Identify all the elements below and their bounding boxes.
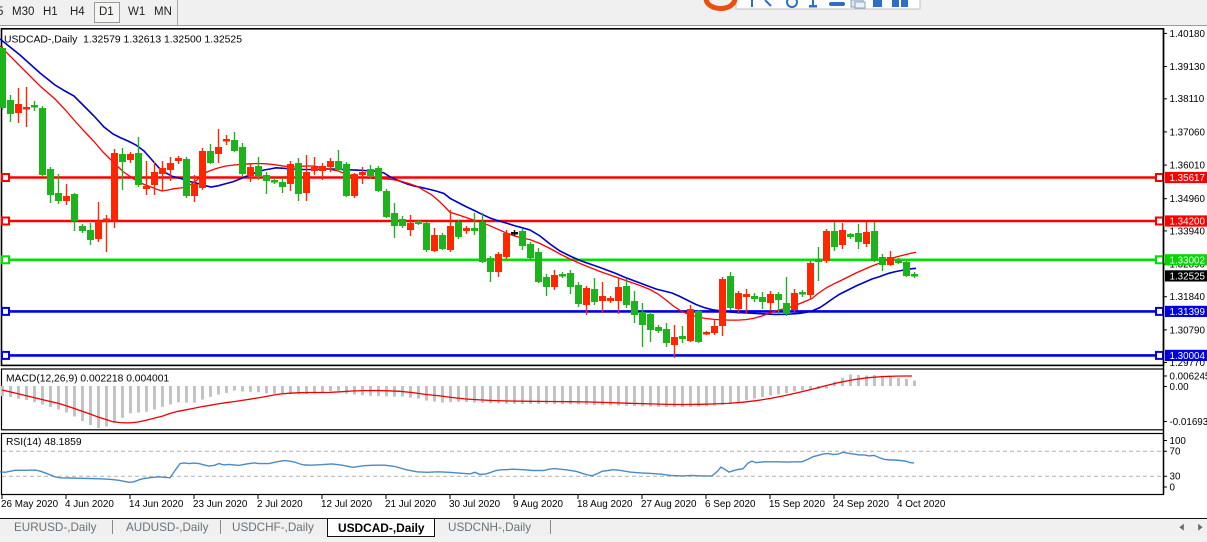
svg-text:9 Aug 2020: 9 Aug 2020 bbox=[513, 499, 563, 510]
svg-text:12 Jul 2020: 12 Jul 2020 bbox=[321, 499, 373, 510]
svg-text:100: 100 bbox=[1170, 436, 1187, 447]
svg-text:21 Jul 2020: 21 Jul 2020 bbox=[385, 499, 437, 510]
svg-text:RSI(14) 48.1859: RSI(14) 48.1859 bbox=[6, 437, 82, 448]
svg-text:27 Aug 2020: 27 Aug 2020 bbox=[641, 499, 697, 510]
svg-text:-0.016933: -0.016933 bbox=[1170, 417, 1207, 428]
svg-text:1.36010: 1.36010 bbox=[1170, 161, 1206, 172]
svg-text:30 Jul 2020: 30 Jul 2020 bbox=[449, 499, 501, 510]
svg-text:18 Aug 2020: 18 Aug 2020 bbox=[577, 499, 633, 510]
svg-text:4 Oct 2020: 4 Oct 2020 bbox=[897, 499, 946, 510]
svg-text:1.33002: 1.33002 bbox=[1170, 255, 1205, 266]
svg-text:1.34960: 1.34960 bbox=[1170, 194, 1206, 205]
svg-text:USDCAD-,Daily 1.32579 1.32613: USDCAD-,Daily 1.32579 1.32613 1.32500 1.… bbox=[4, 35, 242, 46]
svg-text:1.37060: 1.37060 bbox=[1170, 127, 1206, 138]
svg-text:1.30004: 1.30004 bbox=[1170, 351, 1206, 362]
svg-text:2 Jul 2020: 2 Jul 2020 bbox=[257, 499, 303, 510]
svg-text:1.31399: 1.31399 bbox=[1170, 307, 1205, 318]
svg-text:1.39130: 1.39130 bbox=[1170, 62, 1206, 73]
svg-text:0.00: 0.00 bbox=[1170, 382, 1190, 393]
svg-text:0.006245: 0.006245 bbox=[1170, 371, 1207, 382]
svg-text:6 Sep 2020: 6 Sep 2020 bbox=[705, 499, 756, 510]
svg-text:15 Sep 2020: 15 Sep 2020 bbox=[769, 499, 826, 510]
svg-text:70: 70 bbox=[1170, 447, 1181, 458]
svg-text:24 Sep 2020: 24 Sep 2020 bbox=[833, 499, 890, 510]
svg-text:0: 0 bbox=[1170, 482, 1176, 493]
svg-text:MACD(12,26,9) 0.002218 0.00400: MACD(12,26,9) 0.002218 0.004001 bbox=[6, 374, 169, 385]
svg-text:4 Jun 2020: 4 Jun 2020 bbox=[65, 499, 114, 510]
svg-text:1.38110: 1.38110 bbox=[1170, 94, 1205, 105]
svg-text:1.29770: 1.29770 bbox=[1170, 358, 1206, 369]
svg-text:23 Jun 2020: 23 Jun 2020 bbox=[193, 499, 248, 510]
svg-text:1.33940: 1.33940 bbox=[1170, 226, 1206, 237]
svg-text:1.34200: 1.34200 bbox=[1170, 217, 1206, 228]
svg-text:1.31840: 1.31840 bbox=[1170, 292, 1206, 303]
svg-text:1.32525: 1.32525 bbox=[1170, 272, 1206, 283]
svg-text:1.40180: 1.40180 bbox=[1170, 29, 1206, 40]
svg-text:14 Jun 2020: 14 Jun 2020 bbox=[129, 499, 184, 510]
svg-text:26 May 2020: 26 May 2020 bbox=[1, 499, 59, 510]
svg-text:1.30790: 1.30790 bbox=[1170, 325, 1206, 336]
svg-text:30: 30 bbox=[1170, 472, 1181, 483]
svg-text:1.35617: 1.35617 bbox=[1170, 173, 1205, 184]
